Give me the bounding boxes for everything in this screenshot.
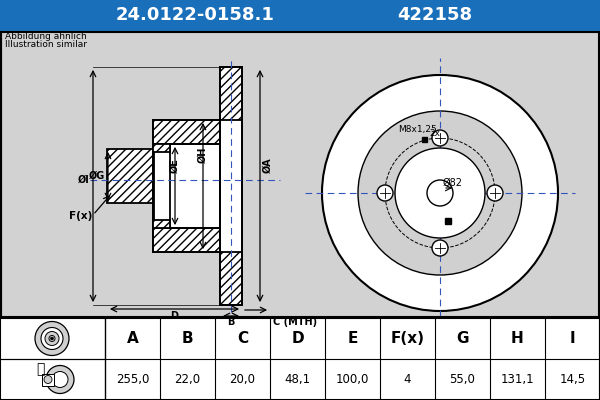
Circle shape [41, 328, 63, 350]
Text: Abbildung ähnlich: Abbildung ähnlich [5, 32, 87, 41]
Bar [153, 120, 220, 144]
Text: A: A [127, 331, 139, 346]
Text: ØH: ØH [198, 147, 208, 163]
Text: Ø82: Ø82 [443, 178, 463, 188]
Text: 100,0: 100,0 [336, 373, 369, 386]
Text: B: B [182, 331, 193, 346]
Text: 255,0: 255,0 [116, 373, 149, 386]
Bar [1, 32, 599, 317]
Circle shape [395, 148, 485, 238]
Text: 24.0122-0158.1: 24.0122-0158.1 [116, 6, 274, 24]
Text: ØI: ØI [78, 175, 90, 185]
Text: ØG: ØG [89, 171, 105, 181]
Bar [0, 318, 600, 400]
Bar [220, 120, 242, 252]
Circle shape [45, 332, 59, 346]
Text: I: I [569, 331, 575, 346]
Text: H: H [511, 331, 524, 346]
Bar [107, 149, 153, 203]
Bar [42, 374, 54, 386]
Text: ØA: ØA [263, 157, 273, 173]
Text: F(x): F(x) [68, 211, 92, 221]
Text: 2x: 2x [429, 129, 440, 138]
Text: 22,0: 22,0 [175, 373, 200, 386]
Text: ØE: ØE [170, 158, 180, 174]
Circle shape [427, 180, 453, 206]
Text: 55,0: 55,0 [449, 373, 475, 386]
Bar [0, 0, 600, 30]
Text: ®: ® [422, 216, 434, 228]
Circle shape [44, 376, 52, 384]
Text: C (MTH): C (MTH) [273, 317, 317, 327]
Bar [0, 30, 600, 318]
Circle shape [49, 336, 55, 342]
Bar [153, 228, 220, 252]
Bar [0, 318, 600, 400]
Circle shape [50, 337, 53, 340]
Bar [220, 67, 242, 305]
Circle shape [432, 130, 448, 146]
Text: 20,0: 20,0 [229, 373, 256, 386]
Bar [153, 144, 170, 152]
Bar [154, 144, 220, 228]
Text: D: D [291, 331, 304, 346]
Bar [153, 220, 170, 228]
Circle shape [487, 185, 503, 201]
Text: G: G [456, 331, 469, 346]
Bar [445, 218, 451, 224]
Text: 48,1: 48,1 [284, 373, 311, 386]
Text: 131,1: 131,1 [500, 373, 535, 386]
Text: F(x): F(x) [391, 331, 425, 346]
Text: 422158: 422158 [397, 6, 473, 24]
Text: 🔧: 🔧 [36, 362, 44, 376]
Text: M8x1,25: M8x1,25 [398, 125, 437, 134]
Circle shape [46, 366, 74, 394]
Bar [153, 144, 170, 228]
Text: E: E [347, 331, 358, 346]
Text: C: C [237, 331, 248, 346]
Text: B: B [227, 317, 235, 327]
Text: 4: 4 [404, 373, 411, 386]
Bar [422, 137, 427, 142]
Text: 14,5: 14,5 [559, 373, 586, 386]
Circle shape [322, 75, 558, 311]
Text: Ate: Ate [338, 178, 442, 232]
Text: D: D [170, 311, 179, 321]
Circle shape [377, 185, 393, 201]
Circle shape [52, 372, 68, 388]
Text: Illustration similar: Illustration similar [5, 40, 87, 49]
Circle shape [358, 111, 522, 275]
Circle shape [35, 322, 69, 356]
Circle shape [432, 240, 448, 256]
Bar [3, 33, 597, 315]
